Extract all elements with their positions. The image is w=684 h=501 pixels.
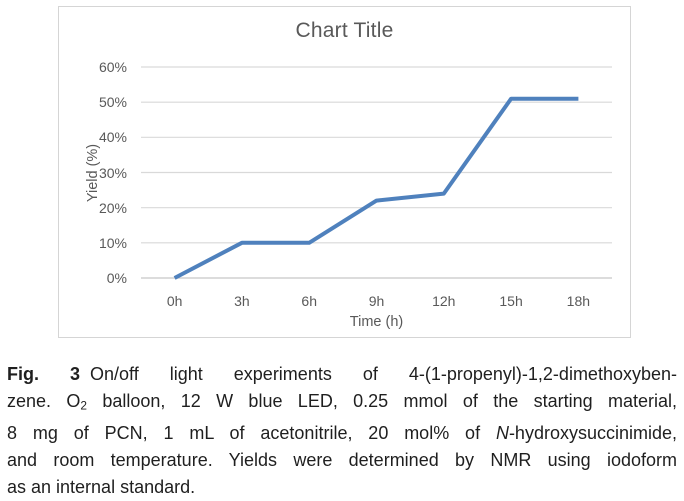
x-tick-label: 12h [432,293,456,309]
caption-text: zene. O [7,391,81,411]
caption-text: 8 mg of PCN, 1 mL of acetonitrile, 20 mo… [7,422,496,443]
y-tick-label: 10% [98,234,127,251]
x-tick-label: 3h [234,293,250,309]
caption-line: and room temperature. Yields were determ… [7,447,677,474]
caption-line: 8 mg of PCN, 1 mL of acetonitrile, 20 mo… [7,420,677,447]
y-tick-label: 40% [98,129,127,146]
figure-label: Fig. 3 [7,364,81,384]
y-tick-label: 50% [98,94,127,111]
x-axis-title: Time (h) [349,314,404,330]
x-tick-label: 6h [301,293,317,309]
caption-line: as an internal standard. [7,474,677,501]
caption-text: On/off light experiments of 4-(1-propeny… [90,364,677,384]
x-tick-label: 15h [499,293,523,309]
x-tick-label: 0h [166,293,183,309]
caption-text: -hydroxysuccinimide, [508,422,677,443]
chart-title: Chart Title [295,19,394,42]
caption-text: and room temperature. Yields were determ… [7,449,677,470]
caption-text: 2 [80,398,87,413]
plot-area [141,66,612,280]
caption-line: Fig. 3 On/off light experiments of 4-(1-p… [7,361,677,388]
caption-text: N [495,422,509,443]
caption-line: zene. O2 balloon, 12 W blue LED, 0.25 mm… [7,388,677,420]
y-tick-label: 30% [98,164,127,181]
y-tick-label: 20% [98,199,127,216]
figure-caption: Fig. 3 On/off light experiments of 4-(1-p… [7,361,677,501]
x-tick-label: 18h [566,293,591,309]
caption-text: balloon, 12 W blue LED, 0.25 mmol of the… [87,391,677,411]
line-chart: Chart Title Yield (%) 0% 10% 20% 30% 40% 50% 6… [58,6,631,338]
y-tick-label: 0% [106,270,127,286]
caption-text: as an internal standard. [7,476,196,497]
y-tick-label: 60% [98,59,127,75]
x-tick-label: 9h [368,293,385,309]
